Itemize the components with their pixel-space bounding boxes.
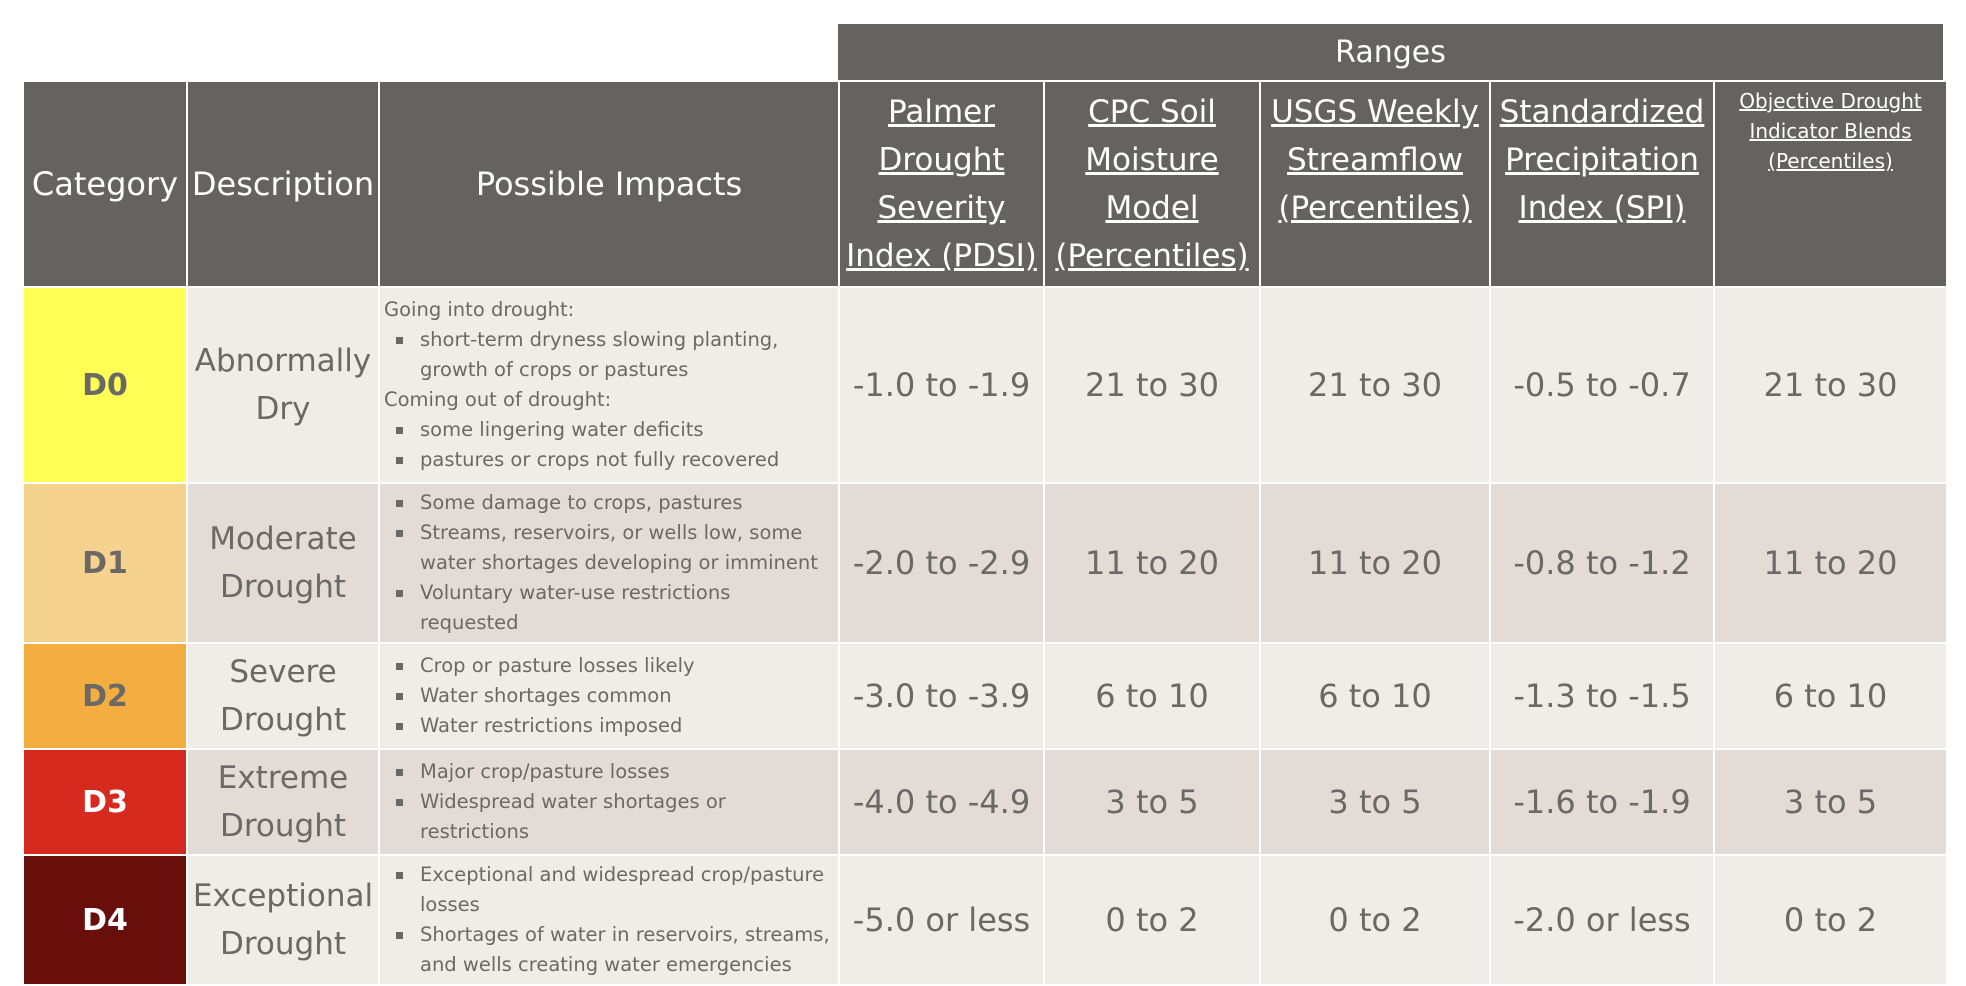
impact-item: short-term dryness slowing planting, gro… bbox=[384, 325, 834, 385]
blends-value: 11 to 20 bbox=[1713, 482, 1948, 644]
category-cell: D3 bbox=[22, 748, 188, 856]
impacts-list: Major crop/pasture losses Widespread wat… bbox=[384, 757, 834, 847]
impacts-cell: Some damage to crops, pastures Streams, … bbox=[378, 482, 840, 644]
impacts-list: Crop or pasture losses likely Water shor… bbox=[384, 651, 834, 741]
pdsi-value: -3.0 to -3.9 bbox=[838, 642, 1045, 750]
impact-item: Shortages of water in reservoirs, stream… bbox=[384, 920, 834, 980]
table-row: D4 Exceptional Drought Exceptional and w… bbox=[22, 854, 1948, 986]
cpc-value: 21 to 30 bbox=[1043, 286, 1261, 484]
cpc-value: 11 to 20 bbox=[1043, 482, 1261, 644]
category-cell: D2 bbox=[22, 642, 188, 750]
blends-value: 21 to 30 bbox=[1713, 286, 1948, 484]
pdsi-value: -5.0 or less bbox=[838, 854, 1045, 986]
header-cpc-link[interactable]: CPC Soil Moisture Model (Percentiles) bbox=[1043, 80, 1261, 288]
spi-value: -0.8 to -1.2 bbox=[1489, 482, 1715, 644]
usgs-value: 0 to 2 bbox=[1259, 854, 1491, 986]
usgs-value: 21 to 30 bbox=[1259, 286, 1491, 484]
cpc-value: 0 to 2 bbox=[1043, 854, 1261, 986]
impact-item: Streams, reservoirs, or wells low, some … bbox=[384, 518, 834, 578]
description-cell: Abnormally Dry bbox=[186, 286, 380, 484]
description-cell: Exceptional Drought bbox=[186, 854, 380, 986]
impact-item: Some damage to crops, pastures bbox=[384, 488, 834, 518]
header-spi-link[interactable]: Standardized Precipitation Index (SPI) bbox=[1489, 80, 1715, 288]
description-cell: Moderate Drought bbox=[186, 482, 380, 644]
spi-value: -1.3 to -1.5 bbox=[1489, 642, 1715, 750]
impacts-going-into-label: Going into drought: bbox=[384, 298, 575, 321]
category-cell: D4 bbox=[22, 854, 188, 986]
impacts-cell: Exceptional and widespread crop/pasture … bbox=[378, 854, 840, 986]
usgs-value: 11 to 20 bbox=[1259, 482, 1491, 644]
blends-value: 3 to 5 bbox=[1713, 748, 1948, 856]
impacts-cell: Crop or pasture losses likely Water shor… bbox=[378, 642, 840, 750]
category-cell: D1 bbox=[22, 482, 188, 644]
blends-value: 6 to 10 bbox=[1713, 642, 1948, 750]
impact-item: Voluntary water-use restrictions request… bbox=[384, 578, 834, 638]
header-blends-link[interactable]: Objective Drought Indicator Blends (Perc… bbox=[1713, 80, 1948, 288]
impact-item: Major crop/pasture losses bbox=[384, 757, 834, 787]
pdsi-value: -4.0 to -4.9 bbox=[838, 748, 1045, 856]
impacts-cell: Going into drought: short-term dryness s… bbox=[378, 286, 840, 484]
ranges-header: Ranges bbox=[838, 24, 1943, 80]
category-cell: D0 bbox=[22, 286, 188, 484]
impact-item: Crop or pasture losses likely bbox=[384, 651, 834, 681]
spi-value: -0.5 to -0.7 bbox=[1489, 286, 1715, 484]
usgs-value: 3 to 5 bbox=[1259, 748, 1491, 856]
impacts-list: short-term dryness slowing planting, gro… bbox=[384, 325, 834, 385]
impact-item: Water shortages common bbox=[384, 681, 834, 711]
header-description: Description bbox=[186, 80, 380, 288]
drought-classification-table: Category Description Possible Impacts Pa… bbox=[22, 80, 1948, 986]
blends-value: 0 to 2 bbox=[1713, 854, 1948, 986]
cpc-value: 6 to 10 bbox=[1043, 642, 1261, 750]
table-row: D2 Severe Drought Crop or pasture losses… bbox=[22, 642, 1948, 750]
pdsi-value: -2.0 to -2.9 bbox=[838, 482, 1045, 644]
header-category: Category bbox=[22, 80, 188, 288]
description-cell: Severe Drought bbox=[186, 642, 380, 750]
impact-item: Widespread water shortages or restrictio… bbox=[384, 787, 834, 847]
impacts-list: Some damage to crops, pastures Streams, … bbox=[384, 488, 834, 638]
table-row: D0 Abnormally Dry Going into drought: sh… bbox=[22, 286, 1948, 484]
spi-value: -2.0 or less bbox=[1489, 854, 1715, 986]
header-usgs-link[interactable]: USGS Weekly Streamflow (Percentiles) bbox=[1259, 80, 1491, 288]
impact-item: Exceptional and widespread crop/pasture … bbox=[384, 860, 834, 920]
impacts-coming-out-label: Coming out of drought: bbox=[384, 388, 612, 411]
description-cell: Extreme Drought bbox=[186, 748, 380, 856]
table-row: D1 Moderate Drought Some damage to crops… bbox=[22, 482, 1948, 644]
impact-item: pastures or crops not fully recovered bbox=[384, 445, 834, 475]
pdsi-value: -1.0 to -1.9 bbox=[838, 286, 1045, 484]
impacts-cell: Major crop/pasture losses Widespread wat… bbox=[378, 748, 840, 856]
impact-item: some lingering water deficits bbox=[384, 415, 834, 445]
table-row: D3 Extreme Drought Major crop/pasture lo… bbox=[22, 748, 1948, 856]
header-impacts: Possible Impacts bbox=[378, 80, 840, 288]
cpc-value: 3 to 5 bbox=[1043, 748, 1261, 856]
spi-value: -1.6 to -1.9 bbox=[1489, 748, 1715, 856]
impacts-list: some lingering water deficits pastures o… bbox=[384, 415, 834, 475]
header-pdsi-link[interactable]: Palmer Drought Severity Index (PDSI) bbox=[838, 80, 1045, 288]
usgs-value: 6 to 10 bbox=[1259, 642, 1491, 750]
impact-item: Water restrictions imposed bbox=[384, 711, 834, 741]
impacts-list: Exceptional and widespread crop/pasture … bbox=[384, 860, 834, 980]
header-row: Category Description Possible Impacts Pa… bbox=[22, 80, 1948, 288]
